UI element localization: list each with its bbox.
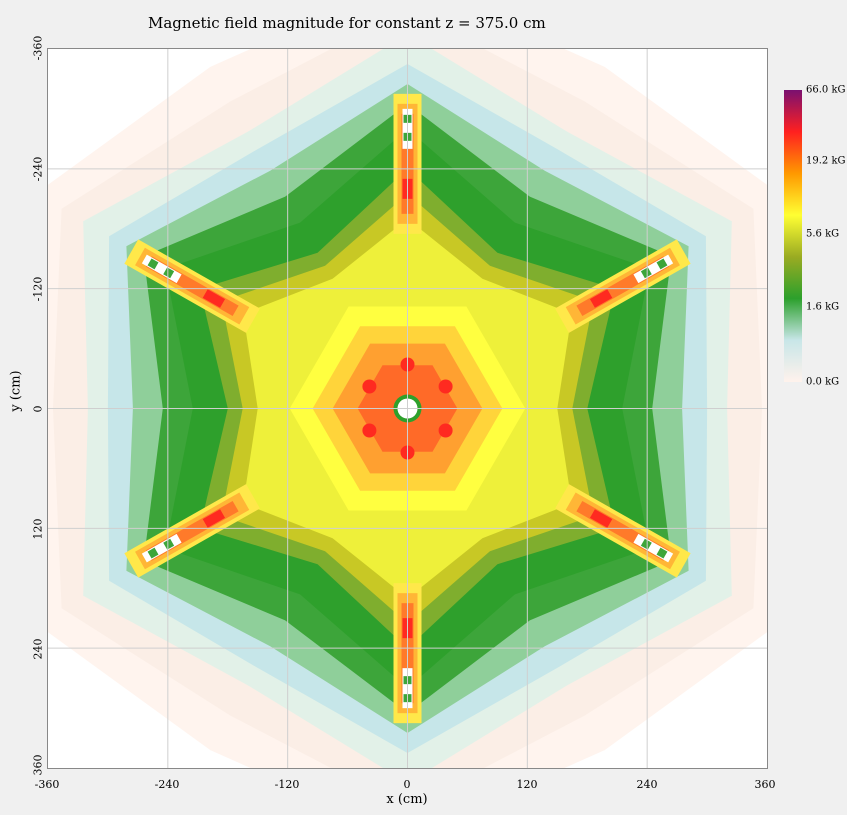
x-tick-label: 240 (636, 778, 658, 791)
colorbar-label: 66.0 kG (806, 84, 846, 96)
colorbar-label: 0.0 kG (806, 376, 840, 388)
y-tick-label: -240 (31, 156, 45, 182)
x-tick-label: -120 (274, 778, 300, 791)
colorbar-label: 19.2 kG (806, 155, 846, 167)
x-tick-label: 120 (516, 778, 538, 791)
y-tick-label: 240 (31, 638, 45, 660)
x-axis-label: x (cm) (386, 792, 428, 807)
y-tick-label: 0 (31, 405, 45, 413)
colorbar-label: 1.6 kG (806, 301, 840, 313)
y-tick-label: -120 (31, 276, 45, 302)
x-tick-label: 0 (403, 778, 411, 791)
plot-area (47, 48, 768, 769)
field-heatmap (48, 49, 767, 768)
field-hotspot (438, 423, 453, 438)
colorbar (784, 90, 802, 382)
y-tick-label: 120 (31, 518, 45, 540)
coil-feature (124, 239, 260, 333)
y-tick-label: 360 (31, 754, 45, 776)
y-axis-label: y (cm) (8, 370, 24, 412)
coil-feature (555, 484, 691, 578)
field-hotspot (362, 423, 377, 438)
coil-feature (555, 239, 691, 333)
x-tick-label: -360 (34, 778, 60, 791)
colorbar-label: 5.6 kG (806, 228, 840, 240)
x-tick-label: -240 (154, 778, 180, 791)
y-tick-label: -360 (31, 35, 45, 61)
field-hotspot (438, 379, 453, 394)
chart-title: Magnetic field magnitude for constant z … (148, 14, 546, 32)
x-tick-label: 360 (754, 778, 776, 791)
coil-feature (124, 484, 260, 578)
field-hotspot (362, 379, 377, 394)
